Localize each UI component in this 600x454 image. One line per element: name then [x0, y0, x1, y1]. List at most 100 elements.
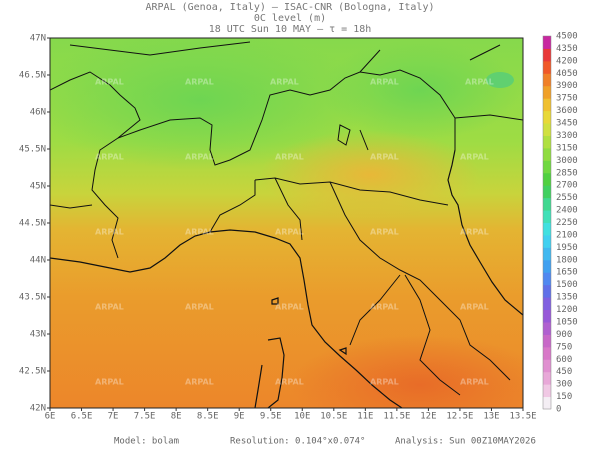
- colorbar-label: 4050: [556, 69, 578, 79]
- colorbar-label: 1350: [556, 293, 578, 303]
- y-tick-label: 46N: [30, 108, 46, 118]
- watermark: ARPAL: [185, 378, 214, 387]
- x-tick-label: 9.5E: [260, 412, 282, 422]
- watermark: ARPAL: [95, 153, 124, 162]
- colorbar-label: 3150: [556, 143, 578, 153]
- watermark: ARPAL: [275, 228, 304, 237]
- watermark: ARPAL: [275, 303, 304, 312]
- colorbar-label: 900: [556, 330, 572, 340]
- colorbar-label: 3450: [556, 119, 578, 129]
- colorbar-label: 3000: [556, 156, 578, 166]
- watermark: ARPAL: [185, 78, 214, 87]
- colorbar-label: 3600: [556, 106, 578, 116]
- colorbar-swatch: [543, 321, 551, 335]
- x-tick-label: 11.5E: [383, 412, 410, 422]
- x-tick-label: 9E: [234, 412, 245, 422]
- watermark: ARPAL: [185, 153, 214, 162]
- y-tick-label: 44.5N: [19, 219, 46, 229]
- colorbar-label: 1200: [556, 305, 578, 315]
- footer-analysis: Analysis: Sun 00Z10MAY2026: [395, 437, 536, 447]
- watermark: ARPAL: [370, 378, 399, 387]
- colorbar-swatch: [543, 222, 551, 236]
- watermark: ARPAL: [460, 378, 489, 387]
- colorbar-swatch: [543, 48, 551, 62]
- x-tick-label: 13.5E: [509, 412, 536, 422]
- colorbar-swatch: [543, 210, 551, 223]
- x-tick-label: 12.5E: [446, 412, 473, 422]
- x-tick-label: 6.5E: [71, 412, 93, 422]
- colorbar-swatch: [543, 359, 551, 373]
- watermark: ARPAL: [460, 228, 489, 237]
- x-tick-label: 8.5E: [197, 412, 219, 422]
- colorbar-swatch: [543, 371, 551, 385]
- colorbar-swatch: [543, 259, 551, 273]
- colorbar-label: 4500: [556, 32, 578, 42]
- colorbar-label: 600: [556, 355, 572, 365]
- watermark: ARPAL: [270, 78, 299, 87]
- colorbar-swatch: [543, 247, 551, 261]
- watermark: ARPAL: [370, 228, 399, 237]
- colorbar-label: 1950: [556, 243, 578, 253]
- colorbar-swatch: [543, 98, 551, 112]
- footer-resolution: Resolution: 0.104°x0.074°: [230, 437, 365, 447]
- colorbar-swatch: [543, 110, 551, 124]
- colorbar-swatch: [543, 384, 551, 398]
- watermark: ARPAL: [460, 153, 489, 162]
- y-tick-label: 47N: [30, 34, 46, 44]
- watermark: ARPAL: [465, 78, 494, 87]
- x-tick-label: 7.5E: [134, 412, 156, 422]
- header-line: 0C level (m): [254, 13, 326, 24]
- footer-model: Model: bolam: [114, 437, 179, 447]
- watermark: ARPAL: [95, 228, 124, 237]
- watermark: ARPAL: [275, 153, 304, 162]
- watermark: ARPAL: [185, 228, 214, 237]
- y-tick-label: 46.5N: [19, 71, 46, 81]
- header-line: ARPAL (Genoa, Italy) – ISAC-CNR (Bologna…: [146, 2, 435, 13]
- colorbar-swatch: [543, 234, 551, 248]
- colorbar-label: 450: [556, 367, 572, 377]
- colorbar-label: 3750: [556, 94, 578, 104]
- colorbar-swatch: [543, 123, 551, 136]
- colorbar-swatch: [543, 160, 551, 174]
- colorbar-label: 4200: [556, 56, 578, 66]
- colorbar-label: 1050: [556, 317, 578, 327]
- watermark: ARPAL: [370, 153, 399, 162]
- watermark: ARPAL: [370, 78, 399, 87]
- watermark: ARPAL: [95, 78, 124, 87]
- watermark: ARPAL: [95, 303, 124, 312]
- colorbar-swatch: [543, 172, 551, 186]
- x-tick-label: 10.5E: [320, 412, 347, 422]
- map-field: [50, 38, 523, 408]
- x-tick-label: 10E: [294, 412, 310, 422]
- y-tick-label: 43N: [30, 330, 46, 340]
- colorbar-swatch: [543, 396, 551, 410]
- colorbar-label: 750: [556, 342, 572, 352]
- colorbar-swatch: [543, 272, 551, 286]
- watermark: ARPAL: [185, 303, 214, 312]
- x-tick-label: 7E: [108, 412, 119, 422]
- colorbar-swatch: [543, 135, 551, 149]
- colorbar-swatch: [543, 60, 551, 74]
- colorbar-label: 3300: [556, 131, 578, 141]
- colorbar-swatch: [543, 284, 551, 298]
- colorbar-label: 1500: [556, 280, 578, 290]
- colorbar-label: 2250: [556, 218, 578, 228]
- colorbar-swatch: [543, 309, 551, 323]
- y-tick-label: 44N: [30, 256, 46, 266]
- y-tick-label: 42.5N: [19, 367, 46, 377]
- colorbar-label: 2700: [556, 181, 578, 191]
- colorbar-swatch: [543, 185, 551, 199]
- header-line: 18 UTC Sun 10 MAY – τ = 18h: [209, 24, 372, 35]
- y-tick-label: 42N: [30, 404, 46, 414]
- colorbar-swatch: [543, 297, 551, 311]
- colorbar-swatch: [543, 85, 551, 99]
- colorbar-label: 300: [556, 380, 572, 390]
- colorbar-swatch: [543, 197, 551, 211]
- colorbar-swatch: [543, 73, 551, 87]
- x-tick-label: 12E: [420, 412, 436, 422]
- watermark: ARPAL: [370, 303, 399, 312]
- colorbar-label: 3900: [556, 81, 578, 91]
- colorbar-label: 4350: [556, 44, 578, 54]
- colorbar-label: 1800: [556, 255, 578, 265]
- x-tick-label: 11E: [357, 412, 373, 422]
